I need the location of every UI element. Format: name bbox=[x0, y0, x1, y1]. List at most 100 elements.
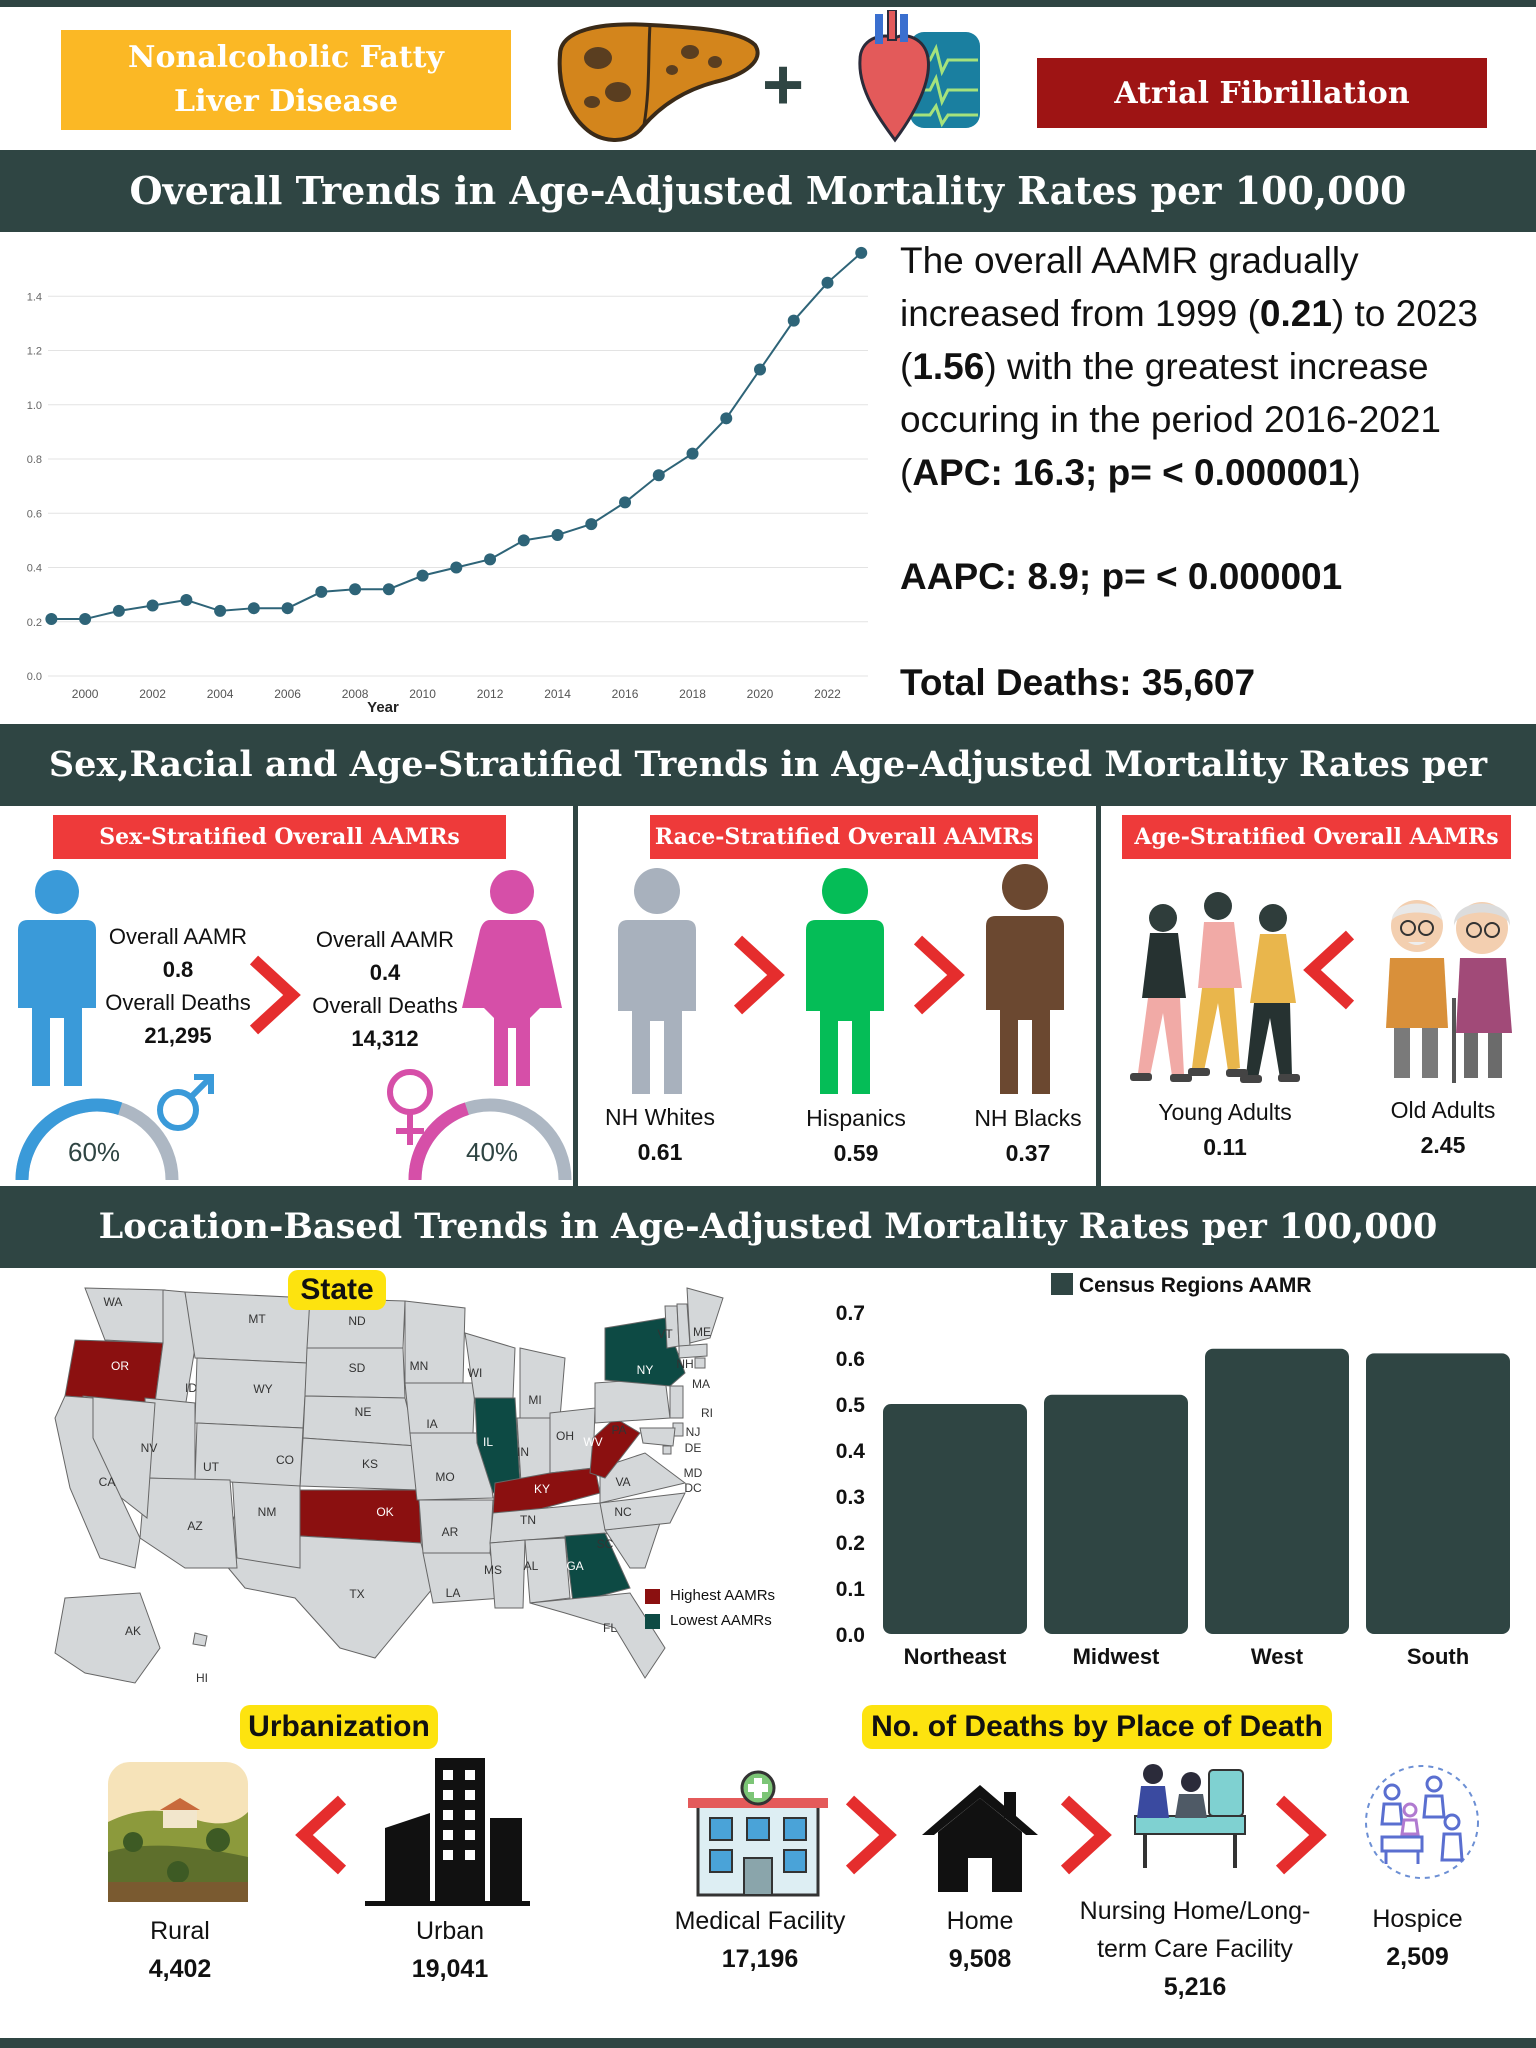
data-point bbox=[821, 276, 834, 289]
data-point bbox=[754, 363, 767, 376]
state-label-fl: FL bbox=[603, 1621, 617, 1635]
census-bar-chart: Census Regions AAMR 0.0 0.1 0.2 0.3 0.4 0.5 0.6… bbox=[836, 1273, 1510, 1669]
greater-than-arrow bbox=[1060, 1795, 1112, 1875]
gauge-fill bbox=[408, 1102, 470, 1181]
state-ak bbox=[54, 1592, 161, 1684]
age-tag: Age-Stratified Overall AAMRs bbox=[1122, 815, 1511, 859]
race-group-black: NH Blacks 0.37 bbox=[974, 1105, 1082, 1166]
state-label-nj: NJ bbox=[686, 1425, 701, 1439]
data-point bbox=[214, 604, 227, 617]
less-than-arrow bbox=[295, 1795, 347, 1875]
x-tick-label: 2010 bbox=[409, 687, 436, 701]
y-tick-label: 0.4 bbox=[27, 563, 42, 575]
state-wy bbox=[194, 1357, 308, 1429]
female-stats: Overall AAMR 0.4 Overall Deaths 14,312 bbox=[312, 927, 458, 1051]
state-dc bbox=[662, 1445, 672, 1455]
state-ma bbox=[678, 1343, 708, 1359]
age-young: Young Adults 0.11 bbox=[1158, 1099, 1292, 1160]
greater-than-arrow bbox=[733, 935, 785, 1015]
state-label-co: CO bbox=[276, 1453, 294, 1467]
state-label-al: AL bbox=[524, 1559, 539, 1573]
data-point bbox=[349, 583, 362, 596]
state-label-ok: OK bbox=[376, 1505, 393, 1519]
data-point bbox=[551, 528, 564, 541]
y-tick-label: 0.6 bbox=[27, 508, 42, 520]
state-label-oh: OH bbox=[556, 1429, 574, 1443]
state-label-ny: NY bbox=[637, 1363, 654, 1377]
line-chart: 0.0 0.2 0.4 0.6 0.8 1.0 1.2 1.4 2000 2002 2004 2006… bbox=[27, 246, 868, 716]
bar bbox=[883, 1404, 1027, 1634]
y-tick-label: 0.1 bbox=[836, 1578, 866, 1601]
state-label-tx: TX bbox=[349, 1587, 364, 1601]
data-point bbox=[112, 604, 125, 617]
y-tick-label: 0.8 bbox=[27, 454, 42, 466]
black-person-icon bbox=[986, 864, 1064, 1094]
male-symbol-icon bbox=[157, 1074, 214, 1131]
map-legend: Highest AAMRs Lowest AAMRs bbox=[645, 1583, 775, 1633]
legend-high-swatch bbox=[645, 1588, 660, 1604]
state-label-de: DE bbox=[685, 1441, 702, 1455]
state-ms bbox=[489, 1539, 526, 1609]
data-point bbox=[484, 553, 497, 566]
state-label-mn: MN bbox=[410, 1359, 429, 1373]
state-label-nh: NH bbox=[676, 1357, 693, 1371]
y-tick-label: 1.0 bbox=[27, 400, 42, 412]
divider-race-age bbox=[1096, 806, 1101, 1186]
state-label-ia: IA bbox=[426, 1417, 437, 1431]
race-group-hispanic: Hispanics 0.59 bbox=[806, 1105, 906, 1166]
x-tick-label: 2014 bbox=[544, 687, 571, 701]
nursing-bed-icon bbox=[1134, 1764, 1246, 1868]
stratified-banner: Sex,Racial and Age-Stratified Trends in … bbox=[0, 724, 1536, 867]
x-tick-label: 2000 bbox=[72, 687, 99, 701]
x-tick-label: 2020 bbox=[747, 687, 774, 701]
total-deaths-text: Total Deaths: 35,607 bbox=[900, 662, 1256, 703]
state-az bbox=[139, 1477, 238, 1569]
state-ia bbox=[404, 1382, 476, 1434]
state-label-ne: NE bbox=[355, 1405, 372, 1419]
state-label-dc: DC bbox=[684, 1481, 702, 1495]
sex-tag: Sex-Stratified Overall AAMRs bbox=[53, 815, 506, 859]
state-label-nc: NC bbox=[614, 1505, 632, 1519]
place-nursing-home: Nursing Home/Long-term Care Facility 5,2… bbox=[1079, 1897, 1311, 2001]
data-point bbox=[619, 496, 632, 509]
race-tag: Race-Stratified Overall AAMRs bbox=[650, 815, 1038, 859]
state-label-ga: GA bbox=[566, 1559, 583, 1573]
greater-than-arrow bbox=[913, 935, 965, 1015]
home-icon bbox=[922, 1785, 1038, 1892]
data-point bbox=[281, 602, 294, 615]
state-label-md: MD bbox=[684, 1466, 703, 1480]
data-point bbox=[652, 469, 665, 482]
overall-banner: Overall Trends in Age-Adjusted Mortality… bbox=[0, 150, 1536, 232]
x-tick-label: 2012 bbox=[477, 687, 504, 701]
state-label-ky: KY bbox=[534, 1482, 550, 1496]
y-tick-label: 1.4 bbox=[27, 291, 42, 303]
place-medical-facility: Medical Facility 17,196 bbox=[674, 1907, 846, 1973]
state-label-la: LA bbox=[446, 1586, 461, 1600]
state-me bbox=[686, 1287, 724, 1344]
city-buildings-icon bbox=[365, 1758, 530, 1906]
state-label-va: VA bbox=[615, 1475, 630, 1489]
place-hospice: Hospice 2,509 bbox=[1372, 1905, 1463, 1971]
state-md bbox=[639, 1427, 676, 1447]
state-label-mi: MI bbox=[528, 1393, 541, 1407]
state-label-nv: NV bbox=[141, 1441, 158, 1455]
state-label-hi: HI bbox=[196, 1671, 208, 1685]
data-point bbox=[855, 246, 868, 259]
chart-title: Census Regions AAMR bbox=[1079, 1274, 1312, 1297]
hospital-icon bbox=[688, 1770, 828, 1897]
data-point bbox=[382, 583, 395, 596]
urban-stat: Urban 19,041 bbox=[411, 1917, 489, 1983]
data-point bbox=[686, 447, 699, 460]
hispanic-person-icon bbox=[806, 868, 884, 1094]
y-tick-label: 0.7 bbox=[836, 1302, 865, 1325]
white-person-icon bbox=[618, 868, 696, 1094]
state-label-ak: AK bbox=[125, 1624, 141, 1638]
state-label-tn: TN bbox=[520, 1513, 536, 1527]
place-home: Home 9,508 bbox=[946, 1907, 1014, 1973]
female-figure-icon bbox=[462, 870, 562, 1086]
state-ne bbox=[302, 1395, 418, 1447]
y-tick-label: 0.6 bbox=[836, 1348, 865, 1371]
state-label-vt: VT bbox=[657, 1327, 673, 1341]
race-group-white: NH Whites 0.61 bbox=[605, 1104, 715, 1165]
data-point bbox=[315, 585, 328, 598]
